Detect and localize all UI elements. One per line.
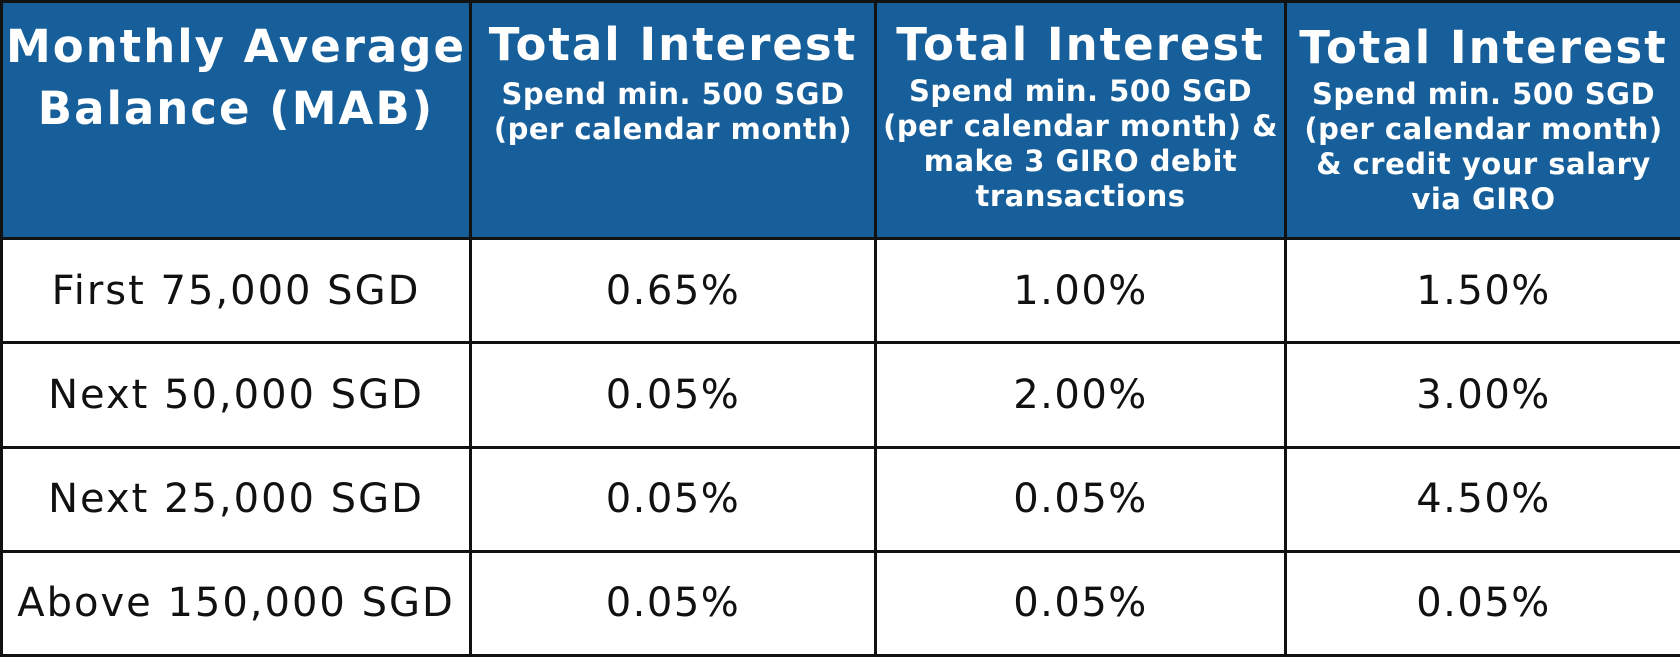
tier-cell: First 75,000 SGD xyxy=(0,236,472,345)
col1-condition: Spend min. 500 SGD (per calendar month) xyxy=(493,77,853,146)
rate-cell: 0.05% xyxy=(1284,549,1680,657)
col2-title: Total Interest xyxy=(896,18,1265,71)
rate-cell: 4.50% xyxy=(1284,445,1680,553)
rate-cell: 0.05% xyxy=(874,445,1287,553)
rate-cell: 3.00% xyxy=(1284,341,1680,449)
rate-cell: 1.50% xyxy=(1284,236,1680,345)
rate-cell: 0.05% xyxy=(469,445,877,553)
header-row: Monthly Average Balance (MAB) Total Inte… xyxy=(0,0,1680,240)
header-col1: Total Interest Spend min. 500 SGD (per c… xyxy=(469,0,877,240)
rate-cell: 0.05% xyxy=(469,549,877,657)
tier-cell: Next 50,000 SGD xyxy=(0,341,472,449)
table-row: Above 150,000 SGD 0.05% 0.05% 0.05% xyxy=(0,549,1680,657)
col2-condition: Spend min. 500 SGD (per calendar month) … xyxy=(883,74,1278,213)
header-mab: Monthly Average Balance (MAB) xyxy=(0,0,472,240)
col3-condition: Spend min. 500 SGD (per calendar month) … xyxy=(1304,77,1663,216)
table-row: First 75,000 SGD 0.65% 1.00% 1.50% xyxy=(0,236,1680,345)
header-col3: Total Interest Spend min. 500 SGD (per c… xyxy=(1284,0,1680,240)
rate-cell: 1.00% xyxy=(874,236,1287,345)
rate-cell: 0.65% xyxy=(469,236,877,345)
rate-cell: 0.05% xyxy=(874,549,1287,657)
rate-cell: 2.00% xyxy=(874,341,1287,449)
mab-heading: Monthly Average Balance (MAB) xyxy=(5,20,467,135)
col1-title: Total Interest xyxy=(488,18,858,71)
header-col2: Total Interest Spend min. 500 SGD (per c… xyxy=(874,0,1287,240)
tier-cell: Next 25,000 SGD xyxy=(0,445,472,553)
table-row: Next 25,000 SGD 0.05% 0.05% 4.50% xyxy=(0,445,1680,553)
table-row: Next 50,000 SGD 0.05% 2.00% 3.00% xyxy=(0,341,1680,449)
rate-cell: 0.05% xyxy=(469,341,877,449)
tier-cell: Above 150,000 SGD xyxy=(0,549,472,657)
col3-title: Total Interest xyxy=(1299,21,1668,74)
